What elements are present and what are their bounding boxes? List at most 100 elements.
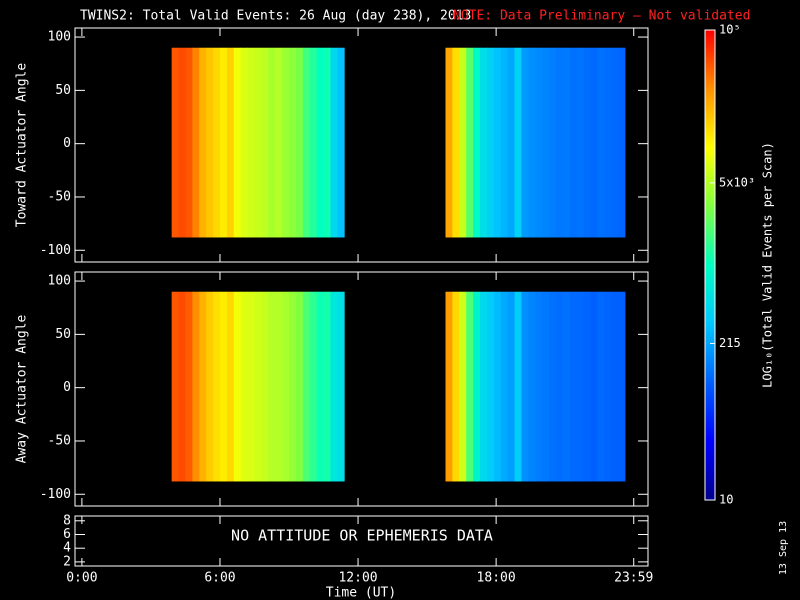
heatmap-cell <box>302 47 311 238</box>
heatmap-cell <box>171 47 179 238</box>
heatmap-cell <box>199 47 207 238</box>
heatmap-cell <box>268 291 276 482</box>
heatmap-cell <box>275 291 283 482</box>
heatmap-cell <box>445 291 453 482</box>
heatmap-cell <box>542 47 550 238</box>
panel-frame <box>74 27 649 263</box>
heatmap-cell <box>337 47 345 238</box>
y-tick-label: 50 <box>55 83 71 98</box>
heatmap-cell <box>480 47 488 238</box>
heatmap-cell <box>514 47 522 238</box>
y-tick-label: 0 <box>63 136 71 151</box>
heatmap-cell <box>302 291 311 482</box>
y-tick-label: 50 <box>55 327 71 342</box>
heatmap-cell <box>178 47 186 238</box>
heatmap-cell <box>611 291 619 482</box>
heatmap-cell <box>521 291 529 482</box>
heatmap-cell <box>323 291 331 482</box>
heatmap-cell <box>289 291 297 482</box>
y-tick-label: 2 <box>63 554 71 569</box>
date-stamp: 13 Sep 13 <box>778 521 789 575</box>
heatmap-cell <box>576 47 584 238</box>
x-axis-label: Time (UT) <box>326 586 396 600</box>
heatmap-cell <box>480 291 488 482</box>
heatmap-cell <box>611 47 619 238</box>
heatmap-cell <box>618 47 626 238</box>
heatmap-cell <box>192 291 200 482</box>
heatmap-cell <box>282 47 290 238</box>
heatmap-cell <box>590 47 598 238</box>
heatmap-cell <box>583 291 591 482</box>
heatmap-cell <box>247 291 255 482</box>
x-tick-label: 18:00 <box>477 571 516 586</box>
heatmap-cell <box>185 291 193 482</box>
heatmap-cell <box>549 291 557 482</box>
heatmap-cell <box>233 291 242 482</box>
heatmap-cell <box>604 47 612 238</box>
y-tick-label: 8 <box>63 513 71 528</box>
heatmap-cell <box>192 47 200 238</box>
heatmap-cell <box>445 47 453 238</box>
colorbar <box>704 29 716 501</box>
heatmap-cell <box>473 291 481 482</box>
heatmap-cell <box>604 291 612 482</box>
heatmap-cell <box>213 47 221 238</box>
heatmap-cell <box>493 47 502 238</box>
heatmap-cell <box>555 47 564 238</box>
heatmap-cell <box>226 47 235 238</box>
heatmap-cell <box>452 291 460 482</box>
panel-frame <box>74 271 649 507</box>
heatmap-cell <box>528 47 536 238</box>
heatmap-cell <box>562 47 571 238</box>
y-tick-label: -100 <box>40 243 71 258</box>
heatmap-cell <box>330 47 338 238</box>
colorbar-tick-label: 10⁵ <box>719 23 741 37</box>
heatmap-cell <box>500 291 509 482</box>
heatmap-cell <box>337 291 345 482</box>
heatmap-cell <box>219 47 228 238</box>
heatmap-cell <box>254 291 262 482</box>
heatmap-cell <box>219 291 228 482</box>
heatmap-cell <box>282 291 290 482</box>
heatmap-cell <box>466 291 474 482</box>
x-tick-label: 0:00 <box>66 571 97 586</box>
y-tick-label: 4 <box>63 541 71 556</box>
heatmap-cell <box>261 47 269 238</box>
heatmap-cell <box>535 291 543 482</box>
heatmap-cell <box>452 47 460 238</box>
heatmap-cell <box>459 291 467 482</box>
heatmap-cell <box>206 47 214 238</box>
heatmap-cell <box>473 47 481 238</box>
heatmap-cell <box>514 291 522 482</box>
heatmap-cell <box>597 291 605 482</box>
heatmap-cell <box>535 47 543 238</box>
colorbar-tick-label: 10 <box>719 493 733 507</box>
colorbar-tick-label: 5x10³ <box>719 175 755 189</box>
heatmap-cell <box>493 291 502 482</box>
colorbar-tick-label: 215 <box>719 336 741 350</box>
y-tick-label: -100 <box>40 487 71 502</box>
heatmap-cell <box>549 47 557 238</box>
heatmap-cell <box>521 47 529 238</box>
panel-frame <box>74 515 649 567</box>
y-tick-label: 100 <box>48 274 71 289</box>
x-tick-label: 23:59 <box>614 571 653 586</box>
heatmap-cell <box>590 291 598 482</box>
info-text: NO ATTITUDE OR EPHEMERIS DATA <box>231 527 493 545</box>
heatmap-cell <box>261 291 269 482</box>
heatmap-cell <box>507 291 515 482</box>
heatmap-cell <box>309 291 318 482</box>
heatmap-cell <box>233 47 242 238</box>
heatmap-cell <box>500 47 509 238</box>
heatmap-cell <box>542 291 550 482</box>
heatmap-cell <box>597 47 605 238</box>
y-tick-label: 0 <box>63 380 71 395</box>
y-axis-label: Toward Actuator Angle <box>15 63 30 228</box>
heatmap-cell <box>254 47 262 238</box>
heatmap-cell <box>213 291 221 482</box>
heatmap-cell <box>486 47 495 238</box>
heatmap-cell <box>528 291 536 482</box>
note: NOTE: Data Preliminary – Not validated <box>453 9 750 24</box>
heatmap-cell <box>268 47 276 238</box>
